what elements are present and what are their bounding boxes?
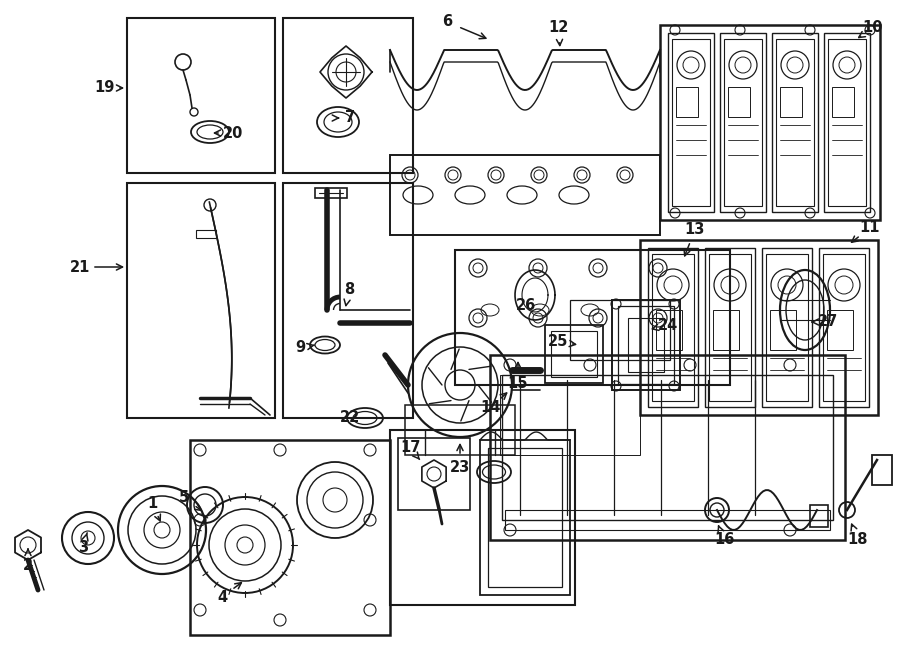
Bar xyxy=(490,355,845,540)
Bar xyxy=(713,310,739,350)
Bar xyxy=(570,300,670,360)
Bar xyxy=(127,18,275,173)
Bar xyxy=(823,254,865,401)
Bar xyxy=(612,300,680,390)
Text: 9: 9 xyxy=(295,340,305,356)
Bar xyxy=(315,188,347,198)
Bar xyxy=(390,430,575,605)
Text: 26: 26 xyxy=(516,297,536,313)
Bar xyxy=(505,510,830,530)
Bar xyxy=(551,331,597,377)
Text: 11: 11 xyxy=(860,221,880,235)
Bar xyxy=(828,39,866,206)
Bar xyxy=(398,438,470,510)
Bar xyxy=(772,33,818,212)
Bar xyxy=(127,183,275,418)
Text: 24: 24 xyxy=(658,317,678,332)
Text: 16: 16 xyxy=(714,533,734,547)
Bar xyxy=(819,248,869,407)
Text: 15: 15 xyxy=(508,375,528,391)
Bar xyxy=(672,39,710,206)
Bar xyxy=(390,155,660,235)
Bar xyxy=(824,33,870,212)
Text: 14: 14 xyxy=(480,401,500,416)
Bar xyxy=(827,310,853,350)
Text: 10: 10 xyxy=(863,20,883,36)
Text: 6: 6 xyxy=(442,15,452,30)
Text: 1: 1 xyxy=(147,496,158,510)
Bar xyxy=(488,448,562,587)
Text: 3: 3 xyxy=(78,539,88,555)
Bar xyxy=(728,87,750,117)
Bar xyxy=(762,248,812,407)
Bar xyxy=(660,25,880,220)
Text: 19: 19 xyxy=(94,81,115,95)
Text: 18: 18 xyxy=(848,533,868,547)
Text: 27: 27 xyxy=(818,315,838,329)
Text: 5: 5 xyxy=(179,490,189,506)
Text: 12: 12 xyxy=(549,20,569,36)
Bar xyxy=(770,310,796,350)
Bar xyxy=(776,39,814,206)
Bar xyxy=(500,375,640,455)
Bar xyxy=(668,33,714,212)
Text: 22: 22 xyxy=(340,410,360,426)
Bar xyxy=(618,306,674,384)
Bar xyxy=(832,87,854,117)
Bar xyxy=(640,240,878,415)
Bar xyxy=(190,440,390,635)
Bar xyxy=(656,310,682,350)
Text: 2: 2 xyxy=(22,557,33,572)
Text: 17: 17 xyxy=(400,440,420,455)
Bar xyxy=(480,440,570,595)
Bar xyxy=(648,248,698,407)
Bar xyxy=(766,254,808,401)
Text: 25: 25 xyxy=(548,334,568,350)
Bar xyxy=(780,87,802,117)
Bar xyxy=(405,405,515,455)
Text: 23: 23 xyxy=(450,461,470,475)
Bar xyxy=(502,375,833,520)
Bar xyxy=(628,318,664,372)
Bar xyxy=(545,325,603,383)
Text: 20: 20 xyxy=(223,126,243,141)
Bar xyxy=(720,33,766,212)
Bar xyxy=(676,87,698,117)
Bar xyxy=(283,183,413,418)
Text: 4: 4 xyxy=(217,590,227,605)
Bar xyxy=(283,18,413,173)
Bar xyxy=(455,250,730,385)
Text: 7: 7 xyxy=(345,110,356,126)
Bar xyxy=(810,505,828,527)
Bar xyxy=(196,230,216,238)
Bar xyxy=(724,39,762,206)
Bar xyxy=(709,254,751,401)
Bar xyxy=(872,455,892,485)
Bar xyxy=(652,254,694,401)
Text: 13: 13 xyxy=(685,223,706,237)
Text: 21: 21 xyxy=(70,260,90,274)
Bar xyxy=(705,248,755,407)
Text: 8: 8 xyxy=(344,282,354,297)
